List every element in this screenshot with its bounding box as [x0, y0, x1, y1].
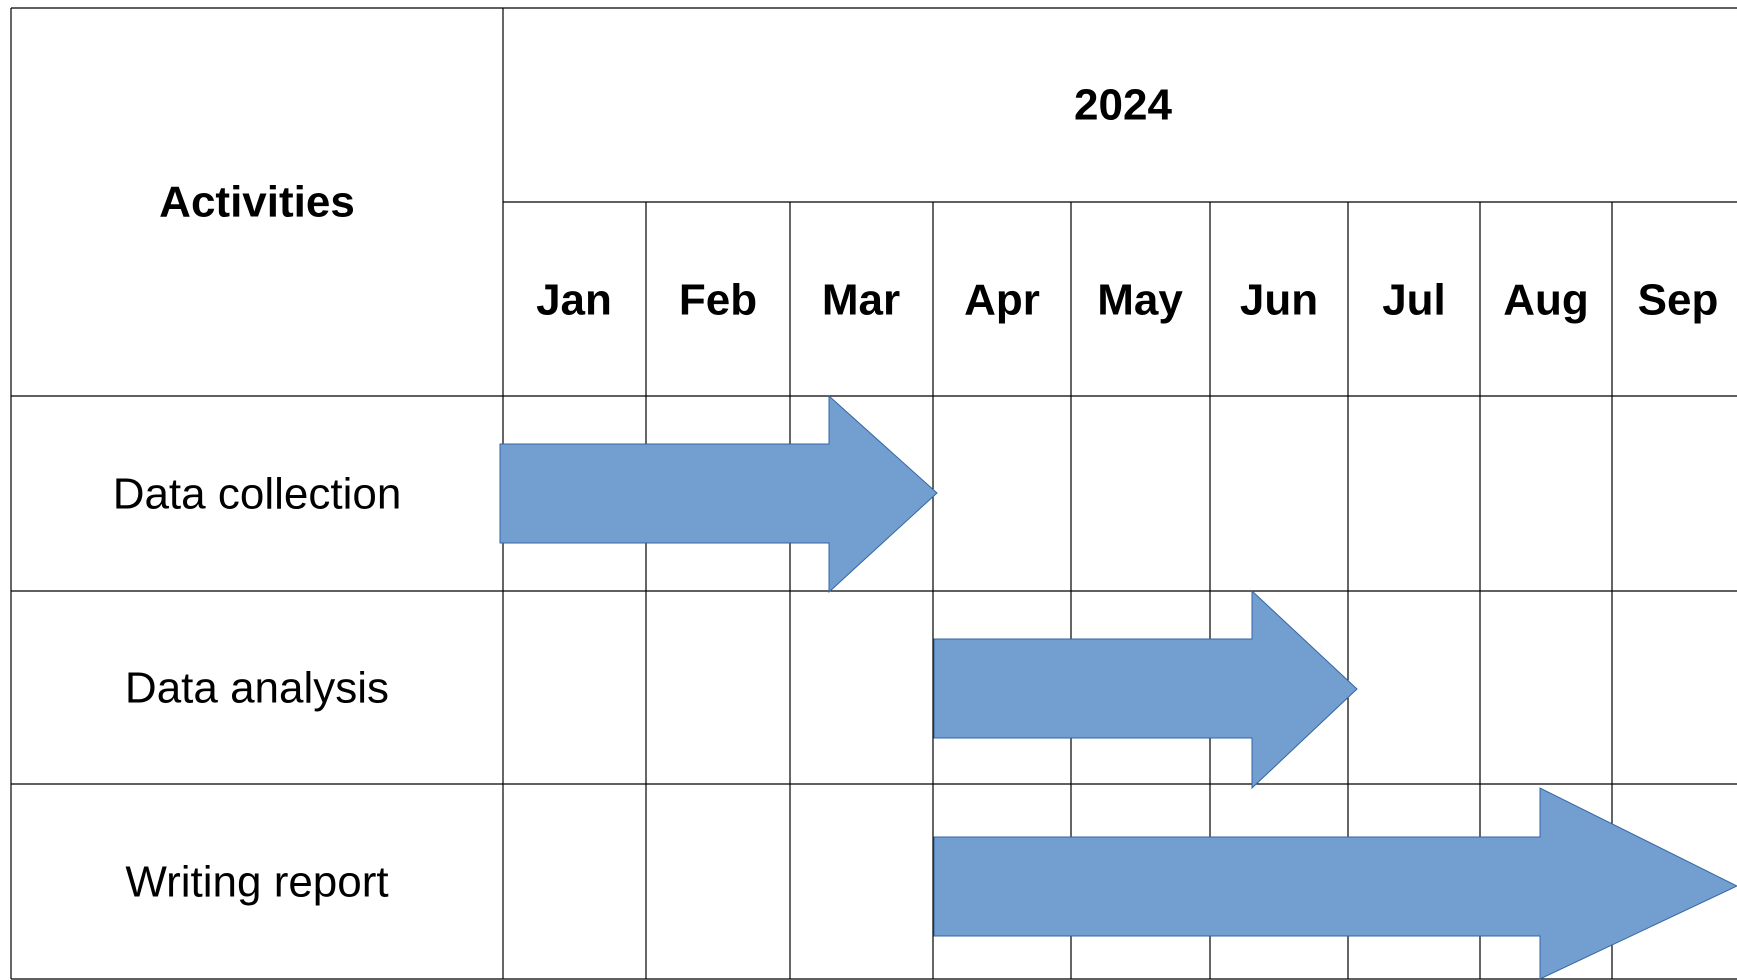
task-arrow	[933, 787, 1737, 980]
task-arrow	[499, 394, 938, 594]
month-header: Jan	[536, 276, 612, 325]
corner-header: Activities	[159, 178, 355, 227]
month-header: Sep	[1638, 276, 1719, 325]
activity-label: Data analysis	[125, 664, 389, 713]
month-header: Mar	[822, 276, 900, 325]
task-arrow	[933, 589, 1358, 790]
month-header: May	[1097, 276, 1183, 325]
month-header: Apr	[964, 276, 1040, 325]
month-header: Jul	[1382, 276, 1446, 325]
year-header: 2024	[1074, 81, 1172, 130]
month-header: Jun	[1240, 276, 1318, 325]
month-header: Aug	[1503, 276, 1589, 325]
month-header: Feb	[679, 276, 757, 325]
activity-label: Data collection	[113, 470, 402, 519]
activity-label: Writing report	[125, 858, 388, 907]
